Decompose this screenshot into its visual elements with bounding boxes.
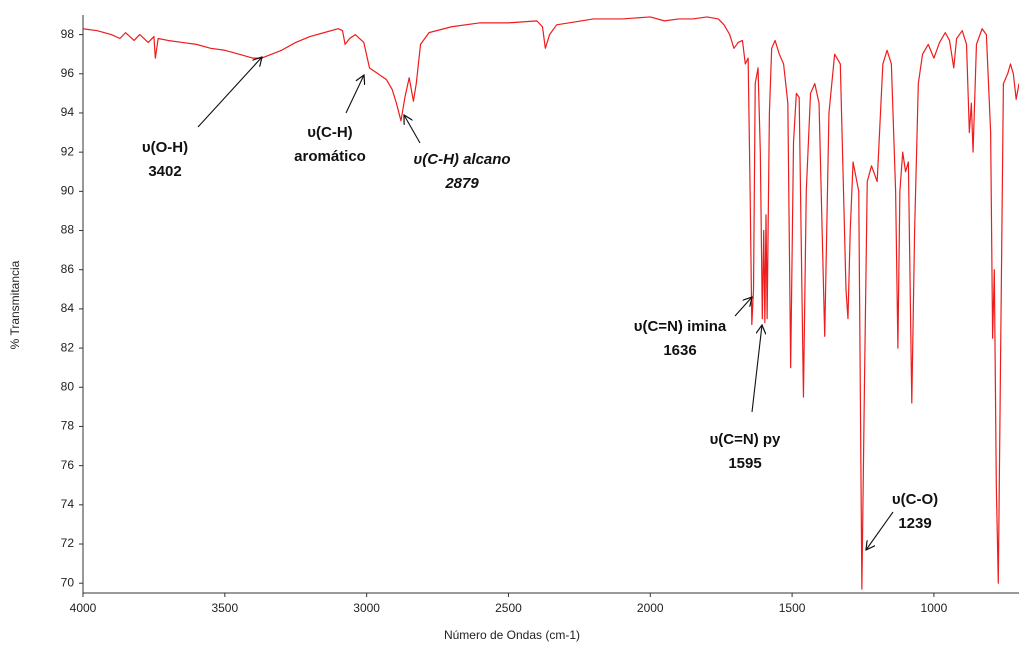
annotation-arrow: [197, 57, 262, 128]
x-tick-label: 1500: [779, 601, 806, 615]
annotation-text: 3402: [148, 163, 181, 180]
y-tick-label: 76: [61, 458, 75, 472]
y-tick-label: 92: [61, 144, 75, 158]
annotation-text: υ(C-H) alcano: [413, 151, 510, 168]
annotation-text: 1239: [898, 515, 931, 532]
y-tick-label: 94: [61, 105, 75, 119]
annotation-arrow: [345, 75, 364, 114]
x-tick-label: 1000: [921, 601, 948, 615]
x-tick-label: 3500: [211, 601, 238, 615]
y-tick-label: 72: [61, 536, 75, 550]
y-tick-label: 84: [61, 301, 75, 315]
annotation-text: υ(O-H): [142, 139, 188, 156]
annotation-arrow: [734, 297, 752, 317]
annotation-text: υ(C-O): [892, 491, 938, 508]
annotation-text: 1636: [663, 342, 696, 359]
y-tick-label: 96: [61, 66, 75, 80]
y-tick-label: 98: [61, 27, 75, 41]
spectrum-line: [82, 16, 1019, 590]
y-tick-label: 70: [61, 575, 75, 589]
y-tick-label: 90: [61, 184, 75, 198]
y-tick-label: 74: [61, 497, 75, 511]
annotation-arrow: [866, 511, 894, 550]
annotation-text: aromático: [294, 148, 366, 165]
annotation-text: υ(C=N) imina: [634, 318, 727, 335]
y-tick-label: 88: [61, 223, 75, 237]
x-tick-label: 2000: [637, 601, 664, 615]
y-tick-label: 86: [61, 262, 75, 276]
annotation-arrow: [404, 115, 421, 144]
annotation-text: υ(C=N) py: [710, 431, 781, 448]
y-axis-label: % Transmitancia: [8, 260, 22, 349]
x-axis-label: Número de Ondas (cm-1): [444, 628, 580, 642]
y-tick-label: 80: [61, 379, 75, 393]
x-tick-label: 2500: [495, 601, 522, 615]
x-tick-label: 4000: [70, 601, 97, 615]
annotation-text: 1595: [728, 455, 761, 472]
annotation-text: 2879: [444, 175, 479, 192]
x-tick-label: 3000: [353, 601, 380, 615]
annotation-arrow: [751, 325, 762, 413]
y-tick-label: 78: [61, 419, 75, 433]
y-tick-label: 82: [61, 340, 75, 354]
annotation-text: υ(C-H): [307, 124, 352, 141]
